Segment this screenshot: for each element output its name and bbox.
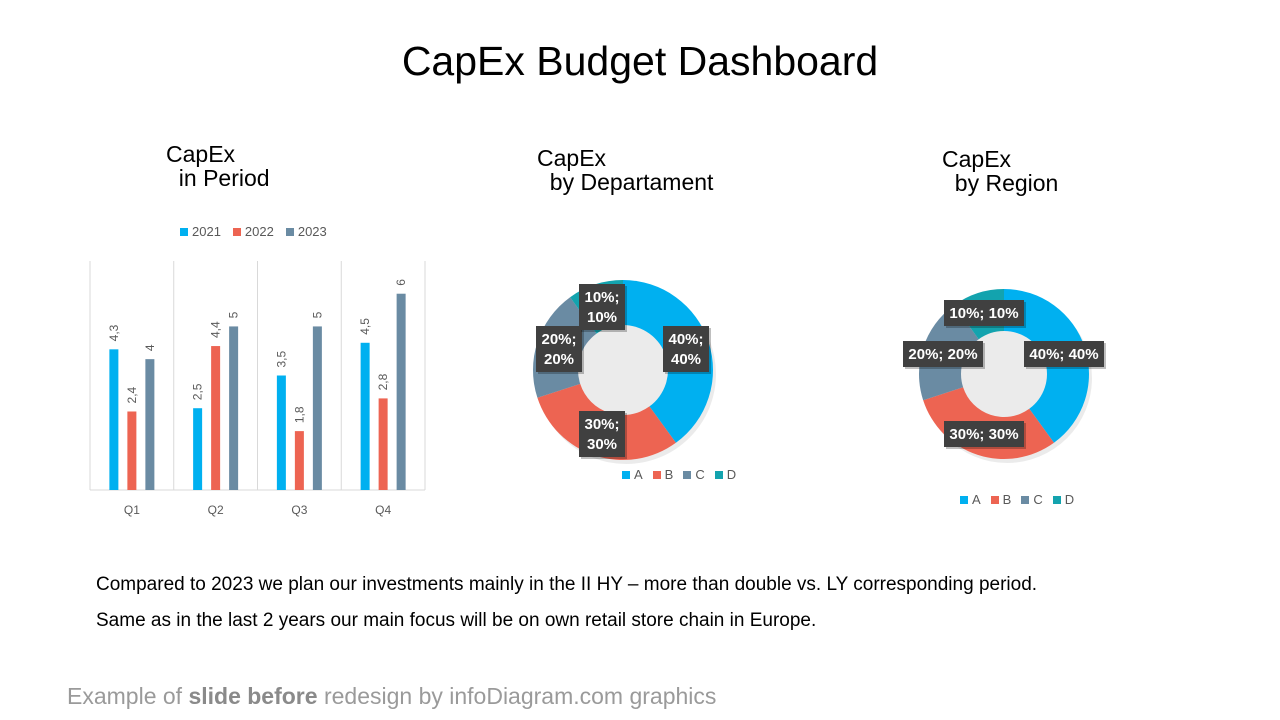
dept-legend-swatch-d — [714, 470, 723, 479]
dept-legend-item-c: C — [683, 467, 705, 482]
region-legend-label-d: D — [1064, 492, 1075, 507]
footer-note: Example of slide before redesign by info… — [67, 683, 716, 710]
bar-2021-Q3 — [276, 375, 286, 490]
bar-2021-Q1 — [109, 349, 119, 490]
region-legend-label-c: C — [1033, 492, 1043, 507]
bar-2023-Q3 — [312, 326, 322, 490]
legend-label-2021: 2021 — [192, 224, 221, 239]
region-chart-title: CapEx by Region — [942, 146, 1059, 196]
dept-legend: A B C D — [622, 467, 736, 482]
region-legend-item-c: C — [1021, 492, 1043, 507]
x-tick-label: Q2 — [208, 503, 224, 517]
legend-item-2021: 2021 — [180, 224, 221, 239]
region-legend-swatch-b — [990, 495, 999, 504]
bar-2021-Q2 — [193, 408, 203, 490]
region-legend-label-b: B — [1002, 492, 1012, 507]
dept-legend-label-c: C — [695, 467, 705, 482]
dept-data-label: 10%; — [584, 289, 619, 306]
legend-label-2022: 2022 — [244, 224, 274, 239]
bar-data-label: 2,4 — [125, 386, 139, 403]
bar-2023-Q1 — [145, 359, 155, 490]
bar-data-label: 5 — [227, 311, 241, 318]
legend-swatch-2023 — [285, 227, 294, 236]
bar-2021-Q4 — [360, 342, 370, 490]
dept-legend-label-a: A — [634, 467, 643, 482]
bar-data-label: 4,3 — [107, 324, 121, 341]
region-label-box — [1024, 341, 1104, 367]
region-label-box — [903, 341, 983, 367]
body-text-line-1: Compared to 2023 we plan our investments… — [96, 574, 1038, 595]
x-tick-label: Q4 — [375, 503, 391, 517]
dept-data-label: 20% — [544, 351, 574, 368]
dept-data-label: 30% — [587, 436, 617, 453]
x-tick-label: Q1 — [124, 503, 140, 517]
region-legend: A B C D — [960, 492, 1074, 507]
region-data-label: 30%; 30% — [949, 426, 1018, 443]
bar-data-label: 1,8 — [292, 406, 306, 423]
dept-chart-title: CapEx by Departament — [537, 145, 714, 195]
page-title: CapEx Budget Dashboard — [401, 38, 879, 84]
legend-item-2023: 2023 — [285, 224, 327, 239]
region-legend-swatch-a — [960, 495, 968, 504]
dept-legend-item-d: D — [714, 467, 737, 482]
bar-2023-Q2 — [229, 326, 239, 490]
bar-2023-Q4 — [396, 293, 406, 490]
bar-2022-Q2 — [211, 346, 221, 490]
dept-legend-swatch-a — [622, 470, 630, 479]
dept-label-box — [579, 284, 625, 330]
region-legend-label-a: A — [972, 492, 981, 507]
dept-label-box — [536, 326, 582, 372]
region-legend-swatch-d — [1052, 495, 1061, 504]
dept-data-label: 20%; — [541, 331, 576, 348]
region-legend-item-d: D — [1052, 492, 1075, 507]
bar-data-label: 3,5 — [274, 350, 288, 367]
legend-item-2022: 2022 — [232, 224, 274, 239]
bar-data-label: 6 — [394, 279, 408, 286]
dept-legend-label-b: B — [664, 467, 674, 482]
region-legend-item-b: B — [990, 492, 1012, 507]
dept-data-label: 40% — [671, 351, 701, 368]
dept-data-label: 40%; — [668, 331, 703, 348]
legend-label-2023: 2023 — [297, 224, 327, 239]
region-data-label: 10%; 10% — [949, 305, 1018, 322]
region-data-label: 40%; 40% — [1029, 346, 1098, 363]
bar-data-label: 2,8 — [376, 373, 390, 390]
dept-legend-label-d: D — [726, 467, 737, 482]
bar-chart-title: CapEx in Period — [166, 141, 270, 191]
region-label-box — [944, 300, 1024, 326]
bar-2022-Q4 — [378, 398, 388, 490]
region-data-label: 20%; 20% — [908, 346, 977, 363]
dept-legend-swatch-c — [683, 470, 692, 479]
bar-data-label: 5 — [310, 311, 324, 318]
footer-pre: Example of — [67, 683, 189, 709]
bar-data-label: 4 — [143, 344, 157, 351]
dept-label-box — [579, 411, 625, 457]
x-tick-label: Q3 — [291, 503, 307, 517]
bar-data-label: 4,4 — [209, 321, 223, 338]
dept-data-label: 10% — [587, 309, 617, 326]
dept-label-box — [663, 326, 709, 372]
dept-legend-item-a: A — [622, 467, 643, 482]
region-label-box — [944, 421, 1024, 447]
region-legend-swatch-c — [1021, 495, 1030, 504]
body-text-line-2: Same as in the last 2 years our main foc… — [96, 610, 817, 631]
bar-legend: 2021 2022 2023 — [180, 224, 327, 239]
legend-swatch-2021 — [180, 227, 188, 236]
legend-swatch-2022 — [232, 227, 241, 236]
footer-post: redesign by infoDiagram.com graphics — [317, 683, 717, 709]
dept-data-label: 30%; — [584, 416, 619, 433]
footer-bold: slide before — [188, 683, 318, 709]
dept-legend-item-b: B — [652, 467, 674, 482]
bar-data-label: 2,5 — [191, 383, 205, 400]
dept-legend-swatch-b — [652, 470, 661, 479]
bar-2022-Q3 — [294, 431, 304, 490]
region-legend-item-a: A — [960, 492, 981, 507]
bar-2022-Q1 — [127, 411, 137, 490]
bar-data-label: 4,5 — [358, 318, 372, 335]
